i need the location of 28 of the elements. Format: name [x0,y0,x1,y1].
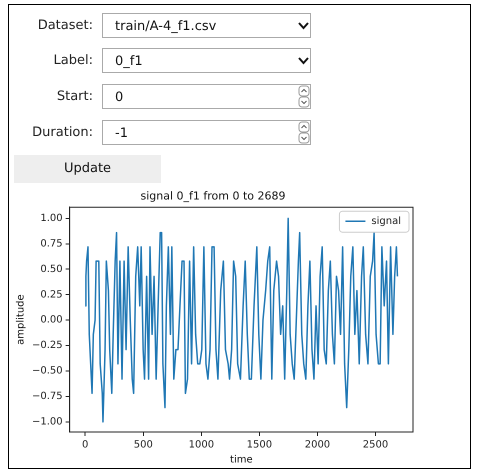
x-tick-label: 2000 [304,440,330,451]
y-tick-label: 0.75 [40,238,63,250]
x-axis-title: time [230,454,253,466]
y-tick-label: −0.50 [32,366,63,377]
text: 0_f1 [102,48,311,73]
text: -1 [102,120,311,145]
y-tick-label: 0.50 [40,264,63,275]
text: 0 [102,84,311,109]
text: Start: [56,89,93,104]
y-tick-label: 1.00 [40,212,63,224]
y-axis-title: amplitude [16,294,27,345]
text: Update [14,155,161,183]
y-tick-label: −1.00 [32,416,63,428]
text: Label: [52,53,93,68]
text: Duration: [31,125,93,140]
legend-label: signal [371,216,402,227]
y-tick-label: −0.25 [32,340,63,352]
chart-title: signal 0_f1 from 0 to 2689 [140,189,286,202]
text: Dataset: [36,18,93,33]
x-tick-label: 2500 [362,440,388,451]
y-tick-label: 0.00 [40,314,63,326]
x-tick-label: 1000 [188,440,214,451]
x-tick-label: 500 [134,440,153,451]
x-tick-label: 1500 [246,440,272,451]
y-tick-label: 0.25 [40,289,63,300]
text: train/A-4_f1.csv [102,13,311,38]
x-tick-label: 0 [82,440,88,451]
y-tick-label: −0.75 [32,390,63,402]
